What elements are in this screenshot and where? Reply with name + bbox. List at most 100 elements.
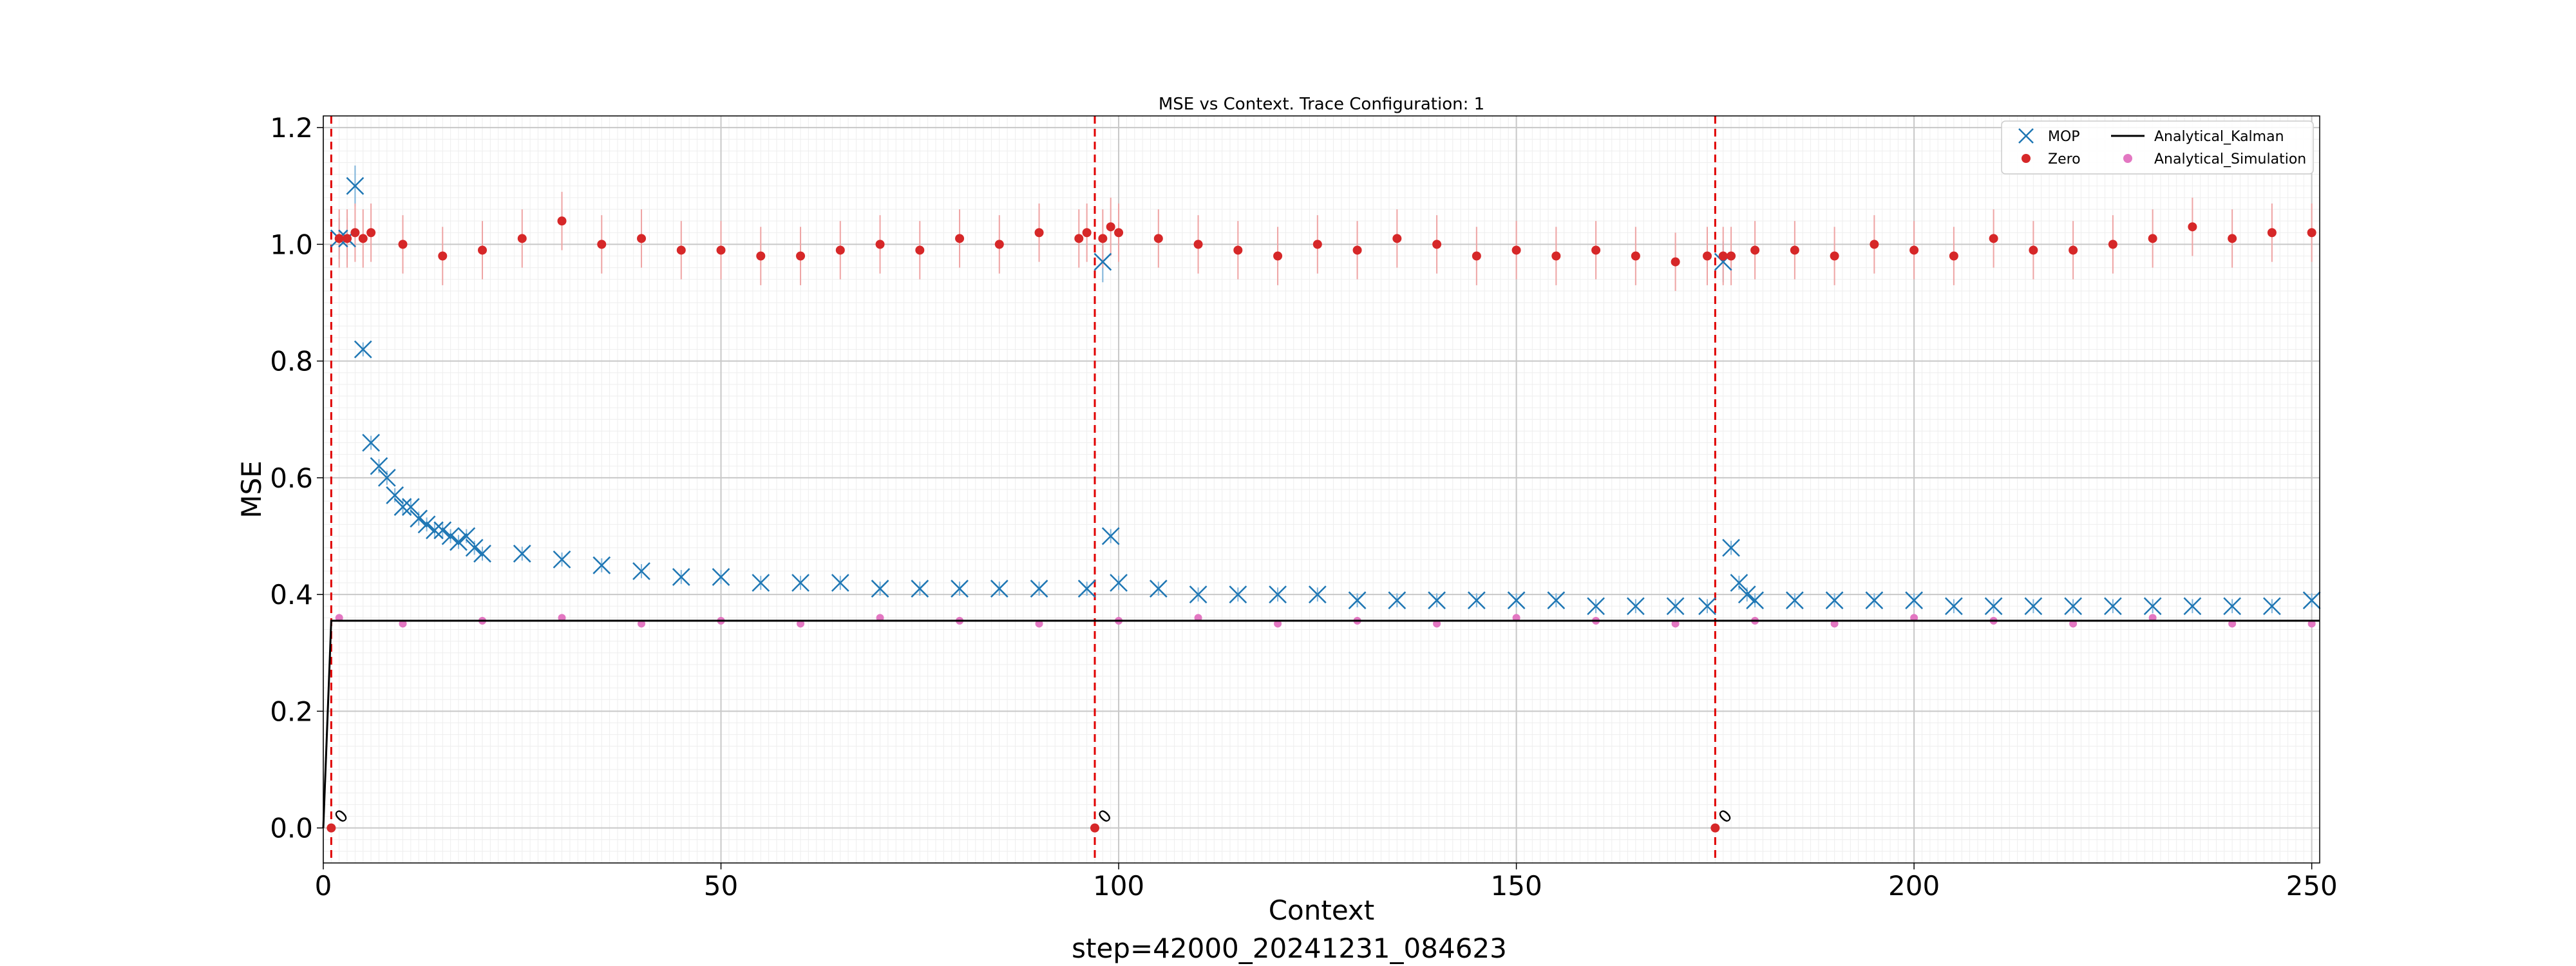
y-axis-label: MSE [236,460,267,518]
zero-point [478,245,488,255]
mop-point [2183,597,2202,616]
zero-point [1551,251,1561,261]
zero-point [1949,251,1958,261]
analytical-simulation-point [2148,614,2157,622]
zero-point [1352,245,1362,255]
legend-dot-marker [2022,154,2031,163]
zero-point [1074,234,1084,243]
zero-point [1718,251,1728,261]
x-tick-label: 150 [1491,870,1542,902]
mop-point [1077,580,1096,598]
analytical-simulation-point [1035,620,1043,628]
plot-area-frame [323,115,2320,864]
zero-point [1750,245,1760,255]
mop-point [1738,585,1756,604]
y-tick-label: 0.2 [270,696,313,727]
mop-point [354,340,372,359]
mop-point [457,527,476,545]
mop-point [450,533,468,551]
mop-point [1428,591,1446,610]
mop-point [553,550,571,569]
legend-entry-analytical-kalman: Analytical_Kalman [2111,129,2284,145]
mop-point [2064,597,2083,616]
zero-point [2029,245,2038,255]
mop-point [2223,597,2242,616]
zero-point [1114,228,1124,238]
mop-point [410,509,428,528]
zero-point [2108,240,2117,249]
mop-point [401,498,420,516]
zero-point [1106,222,1115,232]
axis-ticks: 0 50 100 150 200 250 0.0 0.2 0.4 0.6 0.8 1.0 1.2 [270,112,2338,902]
zero-point [327,823,336,833]
zero-point [2188,222,2197,232]
mop-point [831,574,849,592]
analytical-simulation-point [638,620,646,628]
zero-point [1631,251,1640,261]
analytical-simulation-point [1910,614,1918,622]
mop-point [1094,252,1112,271]
zero-point [915,245,925,255]
figure-footer: step=42000_20241231_084623 [1072,933,1507,964]
zero-point [676,245,686,255]
legend-entry-zero: Zero [2022,151,2081,167]
y-tick-label: 0.8 [270,346,313,377]
zero-point [1909,245,1919,255]
mop-point [1110,574,1128,592]
zero-point [1870,240,1879,249]
mop-point [1587,597,1605,616]
mop-point [1101,527,1120,545]
zero-point [1432,240,1442,249]
legend-x-marker [2018,128,2034,144]
mop-point [513,544,531,563]
series-marks [322,176,2321,833]
mop-point [2103,597,2122,616]
mop-point [592,556,611,574]
mop-point [1467,591,1486,610]
mop-point [417,515,436,534]
zero-point [398,240,408,249]
zero-point [334,234,344,243]
mop-point [1269,585,1287,604]
legend-entry-mop: MOP [2018,128,2080,145]
zero-point [366,228,376,238]
mop-point [1865,591,1884,610]
mop-point [473,544,491,563]
mop-point [1722,538,1740,557]
zero-point [1727,251,1736,261]
analytical-simulation-point [1274,620,1282,628]
zero-point [1790,245,1799,255]
legend-dot-marker [2123,154,2132,163]
zero-point [517,234,527,243]
x-tick-label: 200 [1888,870,1940,902]
zero-point [1710,823,1720,833]
x-tick-label: 50 [704,870,738,902]
zero-point [358,234,368,243]
legend-box [2001,120,2314,175]
mop-point [1149,580,1168,598]
zero-point [1472,251,1481,261]
y-tick-label: 1.2 [270,112,313,144]
x-tick-label: 100 [1093,870,1144,902]
analytical-simulation-point [797,620,805,628]
zero-point [716,245,726,255]
mop-point [2143,597,2162,616]
zero-point [2069,245,2078,255]
zero-point [438,251,448,261]
zero-point [1511,245,1521,255]
zero-point [1591,245,1601,255]
zero-point [2307,228,2316,238]
mop-point [1698,597,1716,616]
mop-point [1785,591,1804,610]
mop-point [346,176,365,195]
zero-point [2228,234,2237,243]
mop-point [1308,585,1327,604]
zero-point [1671,257,1680,267]
zero-point [994,240,1004,249]
mop-point [377,468,396,487]
mop-point [465,538,484,557]
mop-point [911,580,929,598]
x-axis-label: Context [1269,895,1375,926]
zero-point [796,251,806,261]
